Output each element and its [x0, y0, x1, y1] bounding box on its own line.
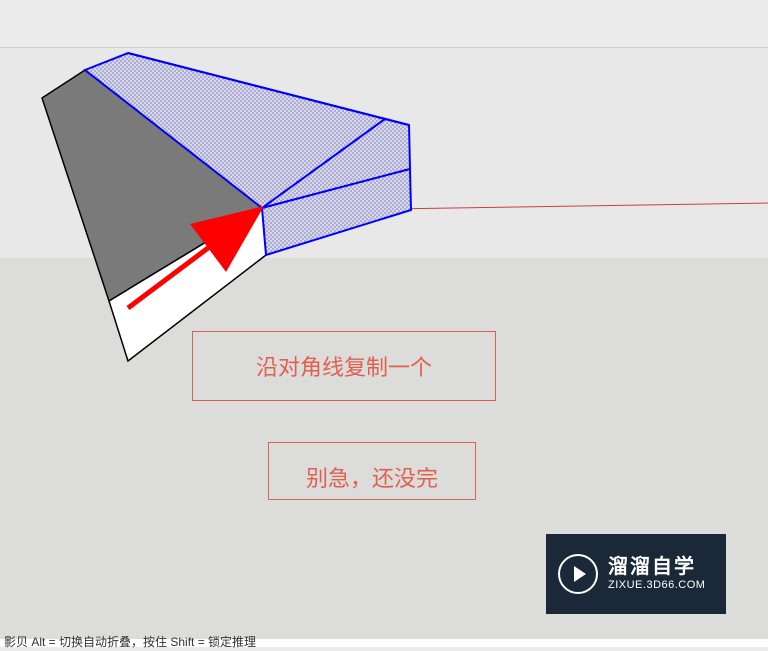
annotation-copy-diagonal: 沿对角线复制一个 [192, 331, 496, 401]
annotation-text: 别急，还没完 [306, 466, 438, 491]
annotation-not-done: 别急，还没完 [268, 442, 476, 500]
status-bar: 影贝 Alt = 切换自动折叠，按住 Shift = 锁定推理 [0, 639, 768, 647]
watermark-badge: 溜溜自学 ZIXUE.3D66.COM [546, 534, 726, 614]
watermark-url: ZIXUE.3D66.COM [608, 579, 705, 592]
watermark-title: 溜溜自学 [608, 555, 705, 579]
annotation-text: 沿对角线复制一个 [256, 355, 432, 380]
play-icon [558, 554, 598, 594]
top-toolbar-area [0, 0, 768, 48]
3d-viewport[interactable]: 沿对角线复制一个 别急，还没完 溜溜自学 ZIXUE.3D66.COM [0, 48, 768, 639]
